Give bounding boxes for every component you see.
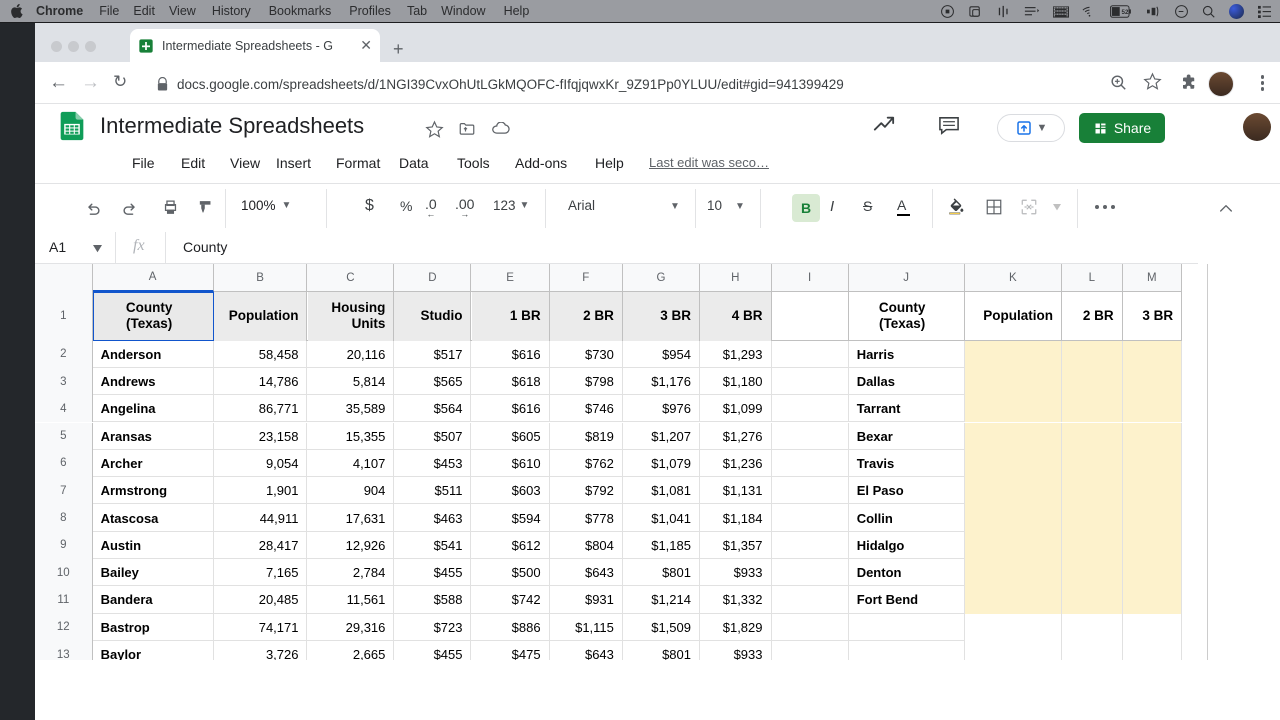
svg-text:52: 52 [1122,9,1129,16]
